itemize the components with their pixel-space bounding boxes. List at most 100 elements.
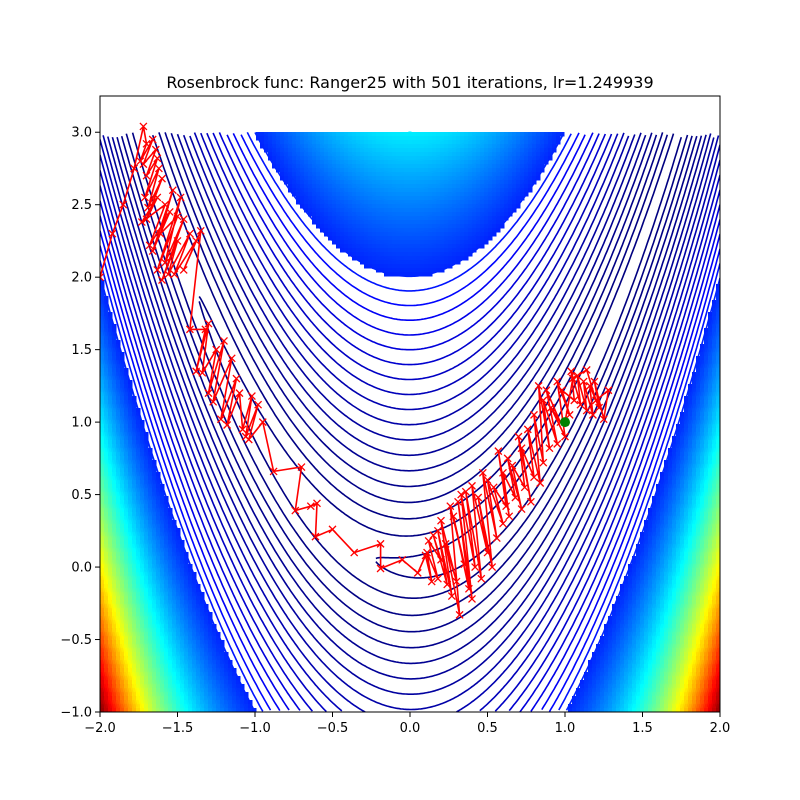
contour-fill-cell	[680, 656, 685, 661]
contour-fill-cell	[144, 708, 149, 712]
contour-fill-cell	[608, 704, 613, 709]
contour-fill-cell	[168, 616, 173, 621]
contour-fill-cell	[428, 204, 433, 209]
contour-fill-cell	[480, 160, 485, 165]
contour-fill-cell	[116, 516, 121, 521]
contour-fill-cell	[664, 508, 669, 513]
contour-fill-cell	[104, 644, 109, 649]
contour-fill-cell	[180, 676, 185, 681]
contour-fill-cell	[124, 648, 129, 653]
contour-fill-cell	[520, 132, 525, 137]
contour-fill-cell	[516, 184, 521, 189]
contour-fill-cell	[176, 648, 181, 653]
contour-fill-cell	[124, 564, 129, 569]
contour-fill-cell	[432, 220, 437, 225]
contour-fill-cell	[128, 548, 133, 553]
contour-fill-cell	[176, 612, 181, 617]
contour-fill-cell	[436, 268, 441, 273]
contour-fill-cell	[212, 708, 217, 712]
contour-fill-cell	[144, 472, 149, 477]
contour-fill-cell	[668, 584, 673, 589]
contour-fill-cell	[484, 168, 489, 173]
contour-fill-cell	[384, 144, 389, 149]
contour-fill-cell	[392, 132, 397, 137]
contour-fill-cell	[632, 560, 637, 565]
contour-fill-cell	[672, 656, 677, 661]
contour-fill-cell	[596, 680, 601, 685]
contour-fill-cell	[220, 648, 225, 653]
contour-fill-cell	[168, 672, 173, 677]
contour-fill-cell	[440, 156, 445, 161]
contour-fill-cell	[132, 676, 137, 681]
contour-fill-cell	[616, 660, 621, 665]
contour-fill-cell	[436, 188, 441, 193]
contour-fill-cell	[684, 592, 689, 597]
contour-fill-cell	[660, 480, 665, 485]
contour-fill-cell	[368, 244, 373, 249]
contour-fill-cell	[160, 564, 165, 569]
contour-fill-cell	[264, 144, 269, 149]
contour-fill-cell	[504, 164, 509, 169]
contour-fill-cell	[612, 636, 617, 641]
contour-fill-cell	[404, 176, 409, 181]
contour-fill-cell	[192, 584, 197, 589]
contour-fill-cell	[176, 668, 181, 673]
contour-fill-cell	[104, 300, 109, 305]
contour-fill-cell	[100, 348, 105, 353]
contour-fill-cell	[240, 696, 245, 701]
contour-fill-cell	[112, 448, 117, 453]
contour-fill-cell	[664, 668, 669, 673]
contour-fill-cell	[484, 176, 489, 181]
contour-fill-cell	[420, 148, 425, 153]
contour-fill-cell	[636, 668, 641, 673]
contour-fill-cell	[220, 660, 225, 665]
contour-fill-cell	[616, 644, 621, 649]
contour-fill-cell	[516, 164, 521, 169]
contour-fill-cell	[384, 244, 389, 249]
contour-fill-cell	[680, 700, 685, 705]
contour-fill-cell	[340, 136, 345, 141]
contour-fill-cell	[656, 624, 661, 629]
contour-fill-cell	[632, 592, 637, 597]
contour-fill-cell	[420, 216, 425, 221]
contour-fill-cell	[196, 608, 201, 613]
contour-fill-cell	[332, 188, 337, 193]
contour-fill-cell	[676, 612, 681, 617]
contour-fill-cell	[652, 672, 657, 677]
contour-fill-cell	[408, 152, 413, 157]
contour-fill-cell	[380, 224, 385, 229]
contour-fill-cell	[688, 704, 693, 709]
contour-fill-cell	[372, 160, 377, 165]
contour-fill-cell	[672, 588, 677, 593]
contour-fill-cell	[220, 652, 225, 657]
contour-fill-cell	[408, 248, 413, 253]
contour-fill-cell	[368, 228, 373, 233]
contour-fill-cell	[112, 452, 117, 457]
contour-fill-cell	[112, 632, 117, 637]
contour-fill-cell	[140, 472, 145, 477]
contour-fill-cell	[104, 616, 109, 621]
contour-fill-cell	[652, 636, 657, 641]
contour-fill-cell	[416, 260, 421, 265]
contour-fill-cell	[420, 236, 425, 241]
contour-fill-cell	[332, 176, 337, 181]
contour-fill-cell	[164, 516, 169, 521]
contour-fill-cell	[376, 216, 381, 221]
contour-fill-cell	[108, 364, 113, 369]
contour-fill-cell	[404, 268, 409, 273]
contour-fill-cell	[636, 636, 641, 641]
contour-fill-cell	[412, 140, 417, 145]
contour-fill-cell	[584, 704, 589, 709]
contour-fill-cell	[512, 192, 517, 197]
contour-fill-cell	[676, 460, 681, 465]
contour-fill-cell	[272, 132, 277, 137]
contour-fill-cell	[116, 548, 121, 553]
contour-fill-cell	[148, 456, 153, 461]
contour-fill-cell	[432, 164, 437, 169]
contour-fill-cell	[652, 632, 657, 637]
contour-fill-cell	[684, 528, 689, 533]
contour-fill-cell	[524, 168, 529, 173]
contour-fill-cell	[124, 420, 129, 425]
contour-fill-cell	[456, 256, 461, 261]
contour-fill-cell	[192, 656, 197, 661]
